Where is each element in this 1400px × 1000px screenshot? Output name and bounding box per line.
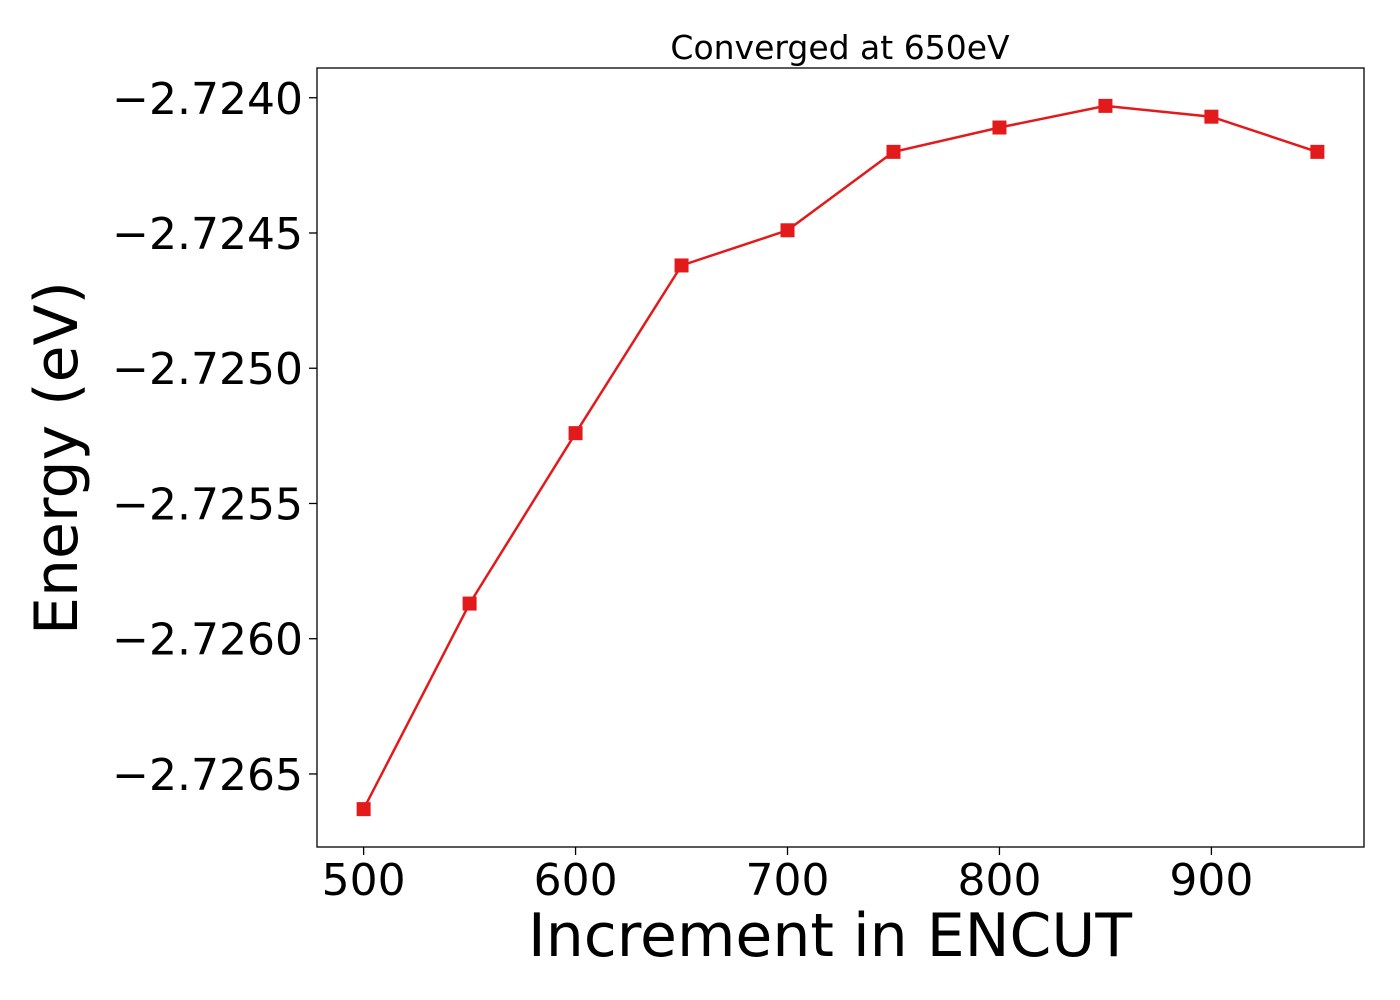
y-tick-label: −2.7260: [112, 615, 303, 666]
data-point: [1204, 109, 1219, 124]
x-axis-label: Increment in ENCUT: [528, 901, 1132, 971]
y-tick-label: −2.7245: [112, 209, 303, 260]
data-point: [674, 258, 689, 273]
data-point: [568, 426, 583, 441]
y-tick-label: −2.7265: [112, 750, 303, 801]
x-tick-label: 500: [322, 855, 406, 906]
plot-frame: [316, 67, 1365, 848]
y-tick-label: −2.7255: [112, 479, 303, 530]
y-axis-label: Energy (eV): [22, 281, 92, 635]
data-point: [992, 120, 1007, 135]
data-point: [1098, 98, 1113, 113]
data-point: [356, 802, 371, 817]
y-tick-label: −2.7240: [112, 74, 303, 125]
chart-title: Converged at 650eV: [670, 28, 1010, 67]
x-tick-label: 600: [534, 855, 618, 906]
data-point: [780, 223, 795, 238]
x-tick-label: 900: [1169, 855, 1253, 906]
series-line: [362, 104, 1318, 810]
x-tick-label: 700: [746, 855, 830, 906]
data-points: [356, 98, 1325, 817]
y-tick-label: −2.7250: [112, 344, 303, 395]
data-point: [462, 596, 477, 611]
data-point: [886, 144, 901, 159]
y-axis-ticks: −2.7265 −2.7260 −2.7255 −2.7250 −2.7245 −2.72…: [112, 74, 317, 801]
x-tick-label: 800: [957, 855, 1041, 906]
x-axis-ticks: 500 600 700 800 900: [322, 847, 1253, 906]
data-point: [1310, 144, 1325, 159]
